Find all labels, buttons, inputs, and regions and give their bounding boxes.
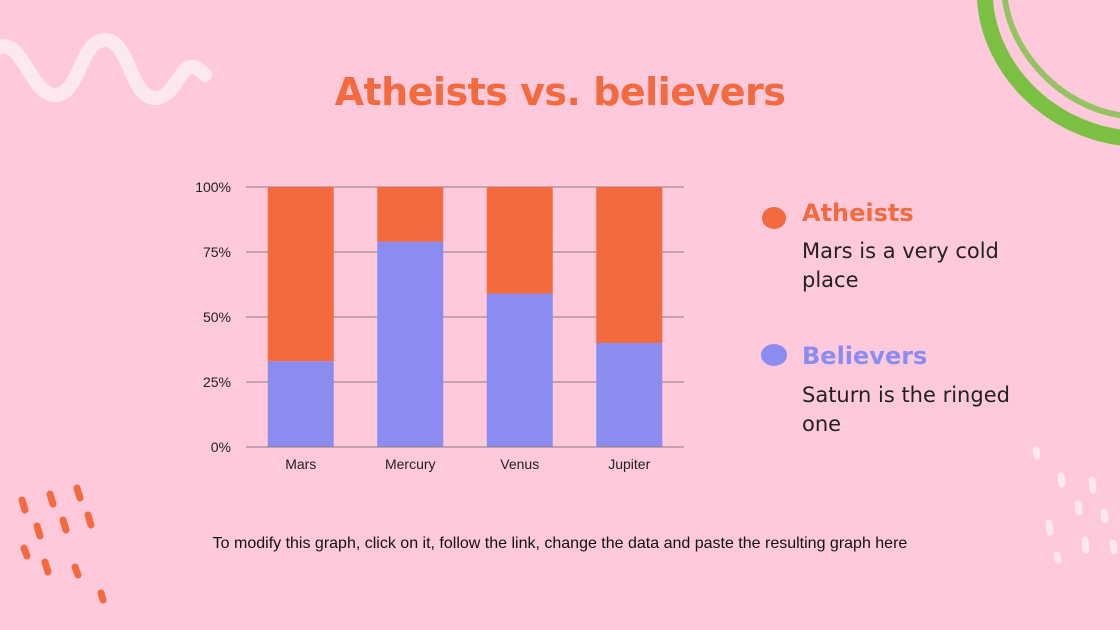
slide-title: Atheists vs. believers bbox=[334, 70, 786, 114]
x-tick-label: Mars bbox=[285, 456, 316, 472]
legend-believers-title: Believers bbox=[802, 342, 928, 370]
y-tick-label: 25% bbox=[203, 374, 231, 390]
x-tick-label: Venus bbox=[500, 456, 539, 472]
bar-believers-mercury bbox=[377, 241, 444, 447]
bar-atheists-venus bbox=[486, 187, 553, 294]
y-tick-label: 75% bbox=[203, 244, 231, 260]
footer-instructions: To modify this graph, click on it, follo… bbox=[212, 535, 908, 552]
bar-believers-jupiter bbox=[596, 343, 663, 447]
legend-believers-description: Saturn is the ringed one bbox=[802, 383, 1010, 436]
legend-atheists-description: Mars is a very cold place bbox=[802, 239, 999, 292]
legend-atheists-title: Atheists bbox=[802, 199, 914, 227]
bar-believers-mars bbox=[267, 361, 334, 447]
x-tick-label: Mercury bbox=[385, 456, 436, 472]
squiggle-decoration bbox=[0, 32, 212, 106]
bar-atheists-mercury bbox=[377, 187, 444, 242]
y-tick-label: 0% bbox=[211, 439, 231, 455]
x-tick-label: Jupiter bbox=[608, 456, 650, 472]
atheists-legend-dot bbox=[762, 207, 786, 229]
white-dash-decoration bbox=[1032, 446, 1118, 564]
y-tick-label: 50% bbox=[203, 309, 231, 325]
bar-atheists-jupiter bbox=[596, 187, 663, 343]
y-tick-label: 100% bbox=[195, 179, 231, 195]
believers-legend-dot bbox=[761, 344, 787, 366]
bar-atheists-mars bbox=[267, 187, 334, 362]
bar-believers-venus bbox=[486, 293, 553, 447]
ring-decoration bbox=[977, 0, 1120, 146]
orange-dash-decoration bbox=[18, 484, 107, 604]
